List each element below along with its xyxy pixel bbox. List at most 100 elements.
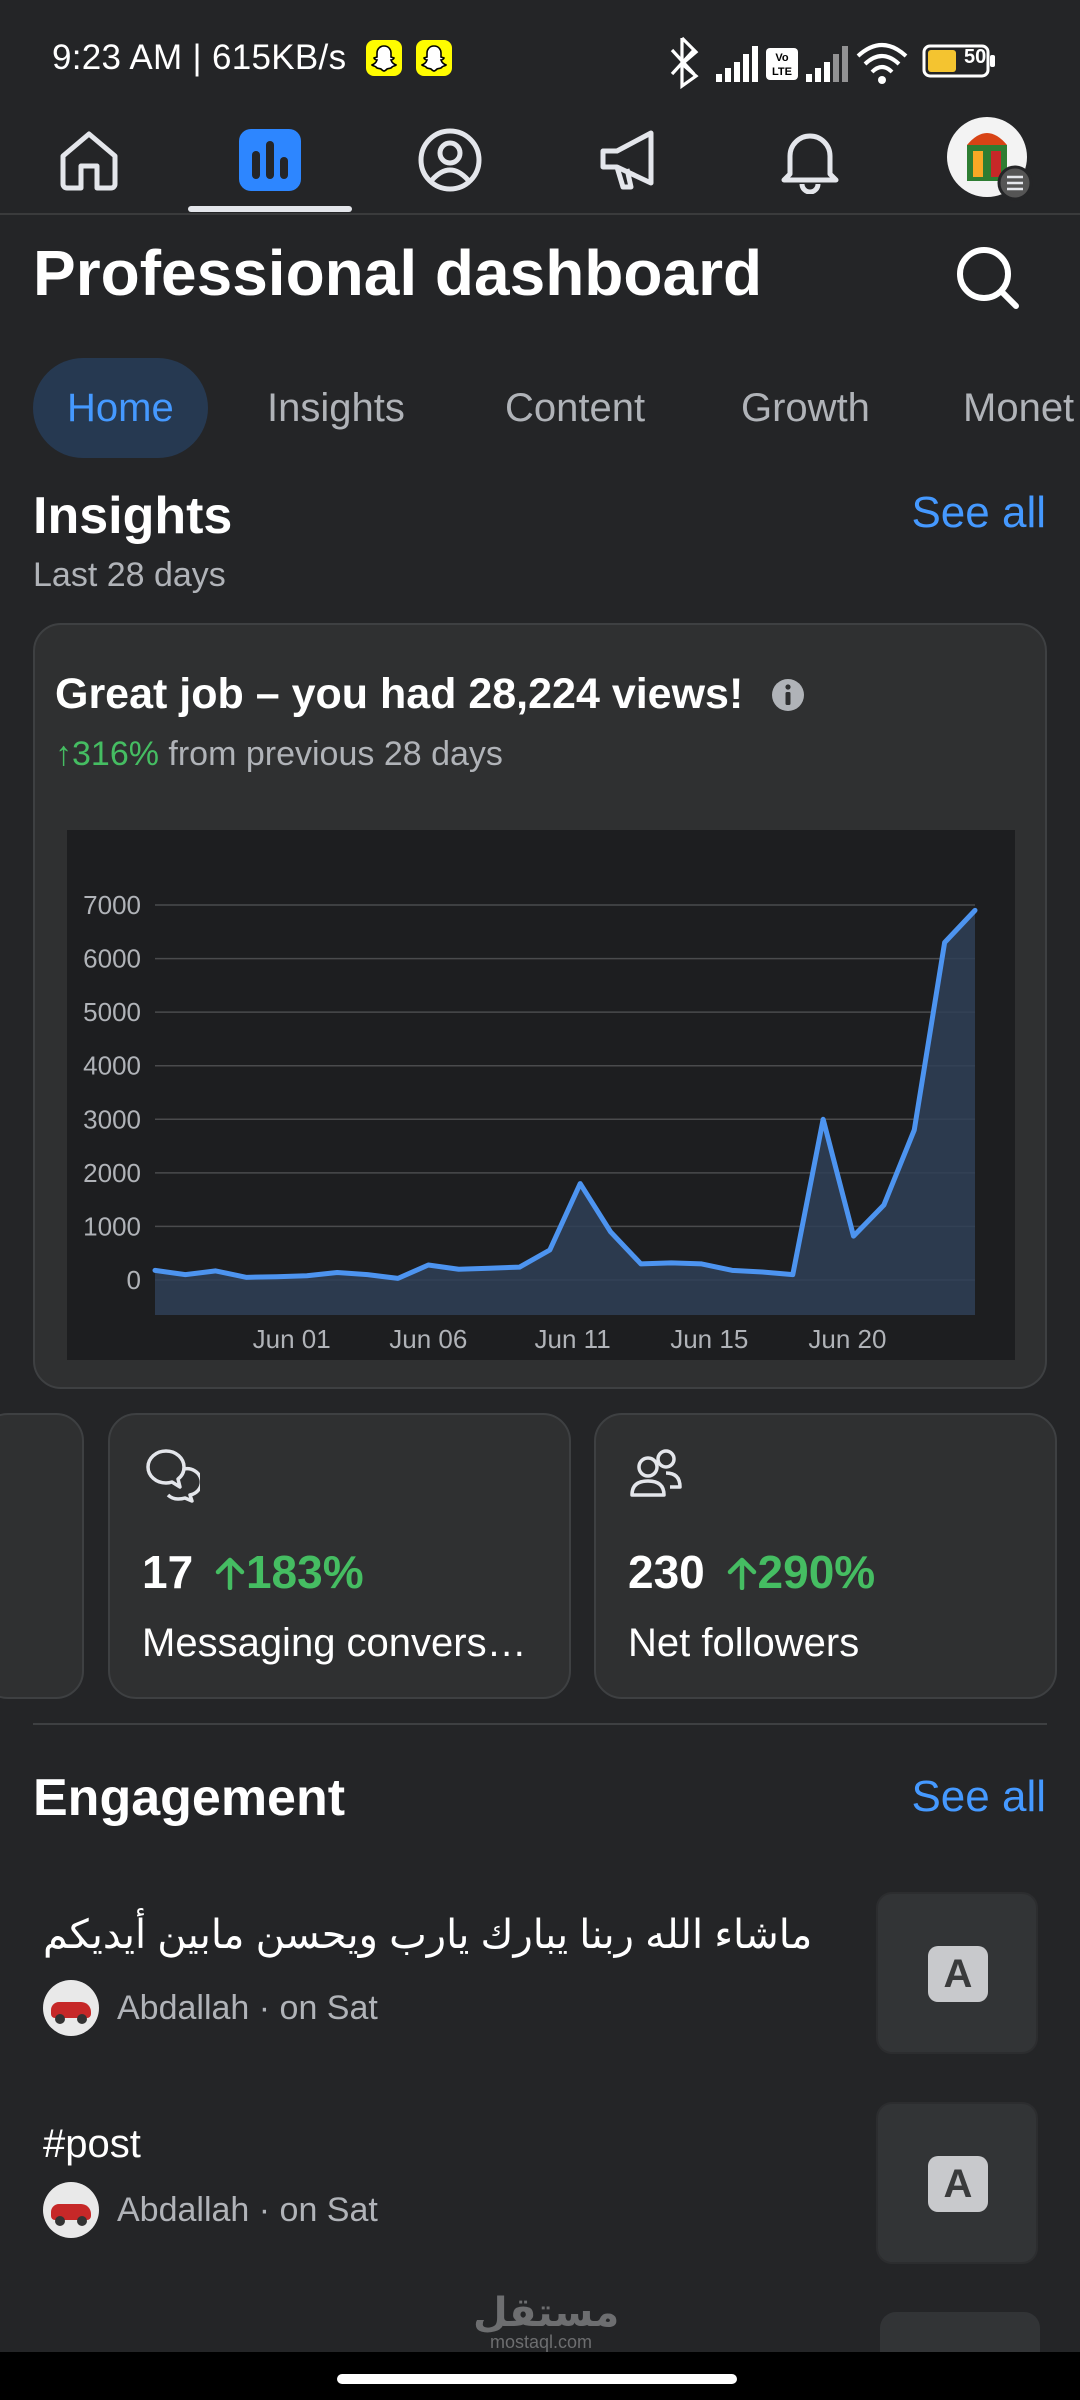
signal-icon xyxy=(716,46,758,82)
engagement-meta: Abdallah · on Sat xyxy=(43,2182,378,2238)
avatar xyxy=(947,117,1033,201)
snapchat-notification-icon xyxy=(416,40,452,76)
messaging-change: 183% xyxy=(214,1546,364,1598)
tab-growth[interactable]: Growth xyxy=(741,386,870,430)
home-icon xyxy=(60,131,118,191)
views-change-text: from previous 28 days xyxy=(158,735,503,773)
battery-level: 50 xyxy=(964,46,987,68)
x-tick-label: Jun 20 xyxy=(808,1324,886,1354)
y-tick-label: 4000 xyxy=(83,1051,141,1081)
followers-label: Net followers xyxy=(628,1621,860,1665)
divider xyxy=(33,1723,1047,1725)
engagement-see-all-link[interactable]: See all xyxy=(911,1772,1046,1821)
messaging-label: Messaging conversations started xyxy=(142,1621,532,1665)
engagement-thumbnail-partial[interactable] xyxy=(880,2312,1040,2352)
views-chart: 0 1000 2000 3000 4000 5000 6000 7000 Jun 01 Jun 0… xyxy=(67,830,1015,1360)
home-gesture-handle[interactable] xyxy=(337,2374,737,2384)
engagement-item[interactable]: #post Abdallah · on Sat A xyxy=(33,2102,1047,2272)
active-tab-indicator xyxy=(188,206,352,212)
followers-metric-value: 230 290% xyxy=(628,1545,875,1599)
y-tick-label: 6000 xyxy=(83,944,141,974)
y-tick-label: 7000 xyxy=(83,890,141,920)
tab-home[interactable]: Home xyxy=(33,358,208,458)
info-icon[interactable] xyxy=(770,677,806,713)
bluetooth-icon xyxy=(670,36,699,90)
nav-dashboard[interactable] xyxy=(225,115,315,205)
page-title: Professional dashboard xyxy=(33,237,763,309)
nav-profile[interactable] xyxy=(405,115,495,205)
views-change-pct: ↑316% xyxy=(55,735,159,773)
svg-text:LTE: LTE xyxy=(772,66,792,78)
battery-icon xyxy=(922,44,995,78)
snapchat-notification-icon xyxy=(366,40,402,76)
insights-title: Insights xyxy=(33,487,233,544)
y-tick-label: 0 xyxy=(127,1265,141,1295)
tab-content[interactable]: Content xyxy=(505,386,646,430)
arrow-up-icon xyxy=(215,1557,245,1591)
watermark-arabic: مستقل xyxy=(473,2291,620,2335)
avatar xyxy=(43,1980,99,2036)
views-chart-card[interactable]: Great job – you had 28,224 views! ↑316% … xyxy=(33,623,1047,1389)
wifi-icon xyxy=(856,43,908,74)
y-tick-label: 1000 xyxy=(83,1211,141,1241)
y-tick-label: 5000 xyxy=(83,997,141,1027)
thumbnail-letter: A xyxy=(928,2156,988,2212)
nav-ads[interactable] xyxy=(585,115,675,205)
engagement-thumbnail[interactable]: A xyxy=(876,1892,1038,2054)
x-tick-label: Jun 06 xyxy=(389,1324,467,1354)
followers-change: 290% xyxy=(726,1546,876,1598)
engagement-author-date: Abdallah · on Sat xyxy=(117,1988,378,2027)
bell-icon xyxy=(781,133,839,194)
y-tick-label: 3000 xyxy=(83,1104,141,1134)
search-icon xyxy=(957,247,1019,309)
chat-bubbles-icon xyxy=(146,1449,200,1503)
insights-see-all-link[interactable]: See all xyxy=(911,488,1046,537)
watermark-domain: mostaql.com xyxy=(489,2332,593,2352)
top-nav xyxy=(0,105,1080,215)
tab-monetization[interactable]: Monet xyxy=(963,386,1075,430)
engagement-thumbnail[interactable]: A xyxy=(876,2102,1038,2264)
nav-home[interactable] xyxy=(44,115,134,205)
y-tick-label: 2000 xyxy=(83,1158,141,1188)
engagement-author-date: Abdallah · on Sat xyxy=(117,2190,378,2229)
views-headline: Great job – you had 28,224 views! xyxy=(55,670,744,718)
nav-account[interactable] xyxy=(945,115,1035,205)
series-area xyxy=(155,910,975,1315)
watermark-logo: مستقل mostaql.com xyxy=(473,2290,620,2353)
messaging-change-pct: 183% xyxy=(245,1546,364,1598)
metric-card-messaging[interactable]: 17 183% Messaging conversations started xyxy=(108,1413,571,1699)
status-time: 9:23 AM | 615KB/s xyxy=(52,38,347,77)
tab-insights[interactable]: Insights xyxy=(267,386,405,430)
nav-notifications[interactable] xyxy=(765,115,855,205)
x-tick-label: Jun 15 xyxy=(670,1324,748,1354)
engagement-comment-text: ماشاء الله ربنا يبارك يارب ويحسن مابين أ… xyxy=(43,1913,813,1957)
svg-text:Vo: Vo xyxy=(775,52,789,64)
series-line xyxy=(152,907,978,1281)
avatar xyxy=(43,2182,99,2238)
volte-icon: Vo LTE xyxy=(766,48,798,80)
insights-header-clip: Insights See all xyxy=(0,466,1080,544)
views-change: ↑316% from previous 28 days xyxy=(55,735,503,774)
x-tick-label: Jun 01 xyxy=(253,1324,331,1354)
engagement-title: Engagement xyxy=(33,1769,346,1827)
megaphone-icon xyxy=(600,130,654,190)
status-bar: 9:23 AM | 615KB/s Vo LTE xyxy=(0,0,1080,110)
metric-card-followers[interactable]: 230 290% Net followers xyxy=(594,1413,1057,1699)
engagement-item[interactable]: ماشاء الله ربنا يبارك يارب ويحسن مابين أ… xyxy=(33,1892,1047,2062)
bar-chart-icon xyxy=(239,129,301,191)
people-icon xyxy=(630,1449,682,1497)
messaging-count: 17 xyxy=(142,1546,194,1598)
metric-card-partial[interactable] xyxy=(0,1413,84,1699)
engagement-comment-text: #post xyxy=(43,2122,141,2166)
signal-icon xyxy=(806,46,848,82)
profile-icon xyxy=(418,128,482,192)
views-line-chart: 0 1000 2000 3000 4000 5000 6000 7000 Jun 01 Jun 0… xyxy=(83,890,978,1354)
messaging-metric-value: 17 183% xyxy=(142,1545,364,1599)
search-button[interactable] xyxy=(948,238,1028,318)
followers-count: 230 xyxy=(628,1546,705,1598)
arrow-up-icon xyxy=(727,1557,756,1591)
status-icons: Vo LTE xyxy=(670,36,995,90)
followers-change-pct: 290% xyxy=(757,1546,876,1598)
x-tick-label: Jun 11 xyxy=(535,1324,611,1354)
